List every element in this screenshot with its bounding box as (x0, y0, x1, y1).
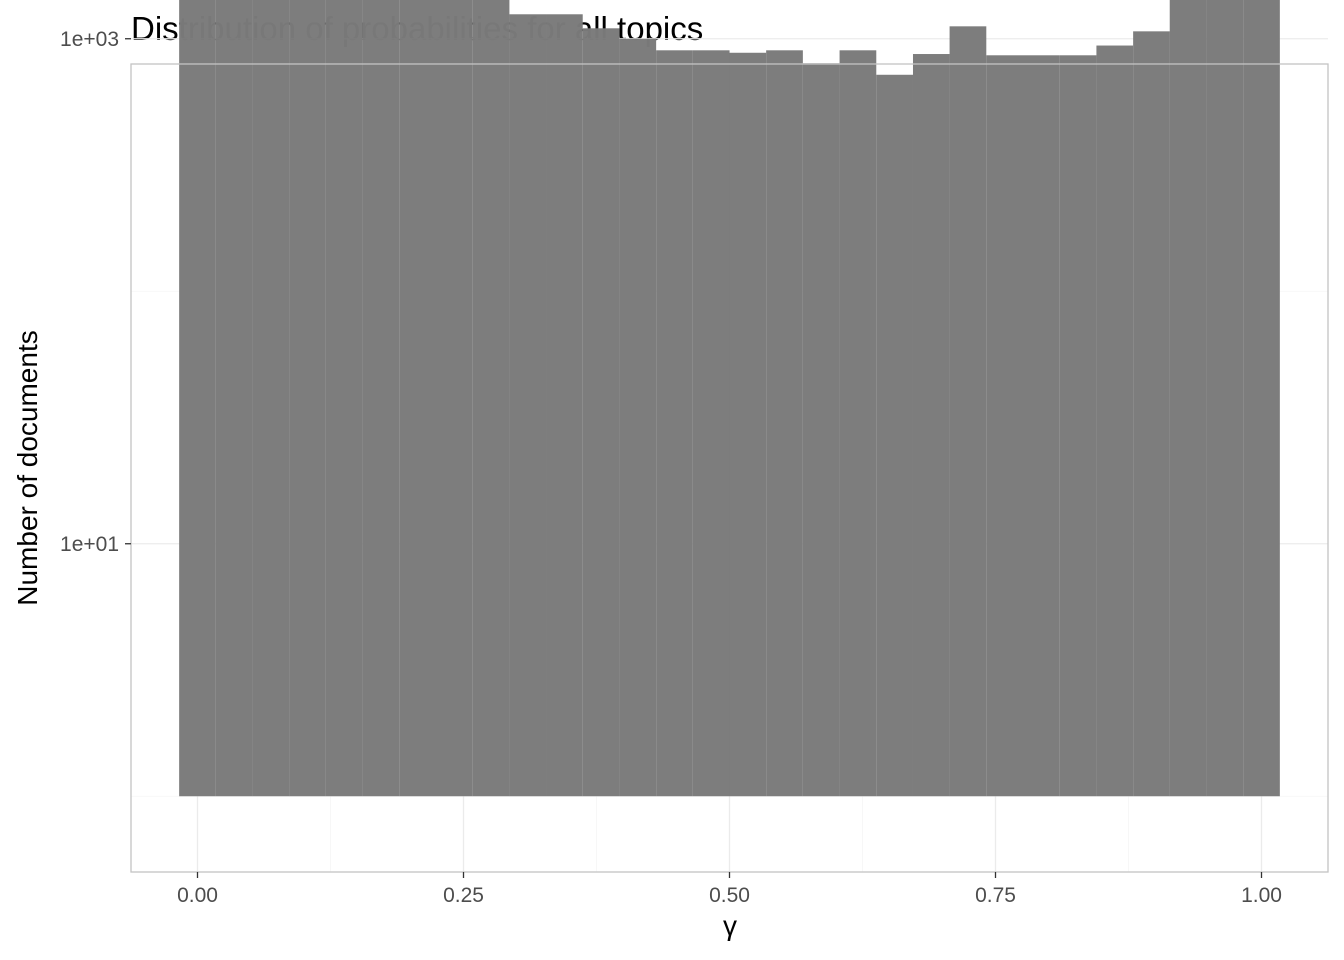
x-axis-title: γ (723, 910, 737, 941)
histogram-bar (656, 50, 693, 797)
y-axis-title: Number of documents (12, 330, 43, 605)
x-tick-label: 0.50 (709, 884, 750, 907)
histogram-bar (399, 0, 436, 797)
histogram-bar (472, 0, 510, 797)
histogram-bar (1023, 55, 1060, 797)
plot-panel (130, 0, 1329, 873)
histogram-bar (692, 50, 730, 797)
histogram-bar (1096, 45, 1134, 797)
histogram-bar (1133, 31, 1170, 797)
histogram-bar (546, 14, 583, 797)
histogram-bar (1243, 0, 1280, 797)
histogram-bar (876, 74, 913, 797)
histogram-bar (435, 0, 473, 797)
histogram-bar (619, 38, 657, 797)
x-tick-label: 0.75 (975, 884, 1016, 907)
histogram-bar (215, 0, 253, 797)
histogram-bar (766, 50, 803, 797)
histogram-bar (325, 0, 363, 797)
histogram-bar (1206, 0, 1244, 797)
x-tick-label: 0.00 (177, 884, 218, 907)
histogram-bar (729, 52, 767, 797)
histogram-bar (839, 50, 877, 797)
histogram-bar (1169, 0, 1207, 797)
histogram-bar (1059, 55, 1097, 797)
histogram-bar (949, 26, 987, 797)
histogram-bar (252, 0, 290, 797)
y-tick-label: 1e+01 (60, 533, 119, 556)
y-tick-label: 1e+03 (60, 28, 119, 51)
histogram-bar (289, 0, 326, 797)
histogram-bar (802, 63, 840, 797)
histogram-bar (362, 0, 400, 797)
histogram-bar (582, 28, 620, 797)
x-tick-label: 0.25 (443, 884, 484, 907)
histogram-bar (509, 14, 547, 797)
histogram-bar (986, 55, 1024, 797)
x-tick-label: 1.00 (1241, 884, 1282, 907)
histogram-bar (912, 54, 950, 797)
histogram-bar (179, 0, 216, 797)
